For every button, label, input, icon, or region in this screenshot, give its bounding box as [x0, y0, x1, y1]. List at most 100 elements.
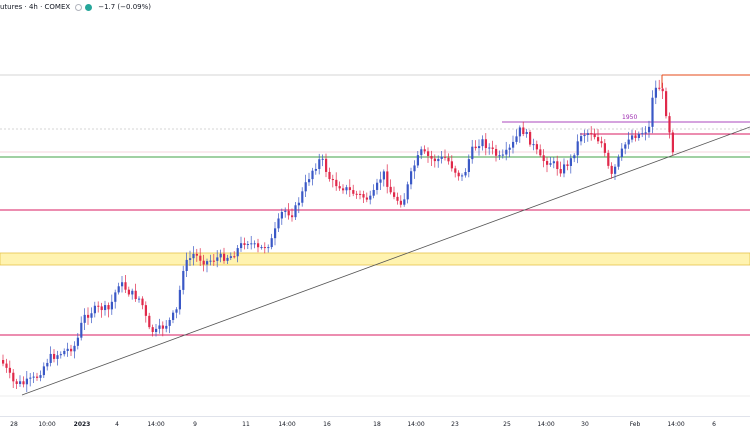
candle-up — [552, 161, 555, 164]
x-tick-label: 14:00 — [667, 421, 685, 428]
candle-down — [454, 168, 457, 173]
candle-down — [359, 193, 362, 195]
time-axis[interactable]: 28 10:00 2023 4 14:00 9 11 14:00 16 18 14:00 23 25 14… — [0, 416, 750, 430]
candle-down — [291, 215, 294, 218]
candle-up — [318, 159, 321, 169]
candle-down — [362, 194, 365, 198]
candle-down — [393, 192, 396, 197]
candle-down — [100, 306, 103, 311]
candle-up — [481, 139, 484, 147]
candle-down — [243, 243, 246, 245]
candle-down — [202, 260, 205, 265]
candle-up — [59, 354, 62, 356]
candle-up — [549, 163, 552, 165]
candle-up — [189, 258, 192, 260]
candle-up — [270, 238, 273, 248]
candle-up — [155, 328, 158, 333]
candle-up — [240, 243, 243, 249]
candle-up — [304, 182, 307, 192]
candle-down — [53, 353, 56, 359]
candle-down — [607, 152, 610, 166]
candle-up — [73, 345, 76, 352]
candle-down — [257, 243, 260, 248]
candle-up — [614, 166, 617, 174]
candle-down — [535, 144, 538, 150]
candle-up — [226, 257, 229, 261]
candle-up — [168, 319, 171, 326]
candle-up — [512, 141, 515, 148]
candle-down — [148, 315, 151, 328]
candle-up — [641, 133, 644, 135]
candle-down — [593, 134, 596, 138]
candle-up — [437, 158, 440, 162]
candle-down — [144, 305, 147, 316]
candle-up — [471, 146, 474, 160]
candle-down — [338, 186, 341, 189]
candle-down — [444, 156, 447, 158]
candle-up — [236, 248, 239, 257]
candle-up — [372, 189, 375, 196]
candle-up — [654, 87, 657, 98]
candle-down — [107, 305, 110, 310]
x-tick-label: 14:00 — [278, 421, 296, 428]
candle-up — [637, 133, 640, 138]
candle-up — [93, 305, 96, 314]
candle-down — [457, 172, 460, 177]
candle-down — [450, 161, 453, 169]
candle-up — [505, 149, 508, 155]
candle-up — [260, 247, 263, 249]
candle-up — [110, 301, 113, 310]
candle-up — [620, 148, 623, 157]
candle-down — [610, 165, 613, 174]
visibility-icon[interactable] — [75, 3, 83, 11]
candle-up — [314, 168, 317, 171]
candle-up — [114, 292, 117, 302]
candle-down — [495, 148, 498, 156]
candle-up — [508, 147, 511, 150]
candle-down — [325, 158, 328, 172]
candle-down — [36, 376, 39, 378]
candle-up — [345, 187, 348, 191]
candle-up — [90, 313, 93, 318]
candle-down — [8, 367, 11, 373]
candle-up — [403, 199, 406, 205]
candle-up — [284, 210, 287, 212]
candle-up — [216, 257, 219, 261]
candle-up — [172, 312, 175, 320]
candle-up — [461, 175, 464, 177]
candle-down — [634, 135, 637, 138]
candle-down — [87, 314, 90, 318]
candle-down — [15, 381, 18, 384]
candle-down — [389, 186, 392, 193]
candle-down — [263, 247, 266, 249]
price-chart[interactable] — [0, 0, 750, 416]
candle-up — [49, 353, 52, 363]
candle-down — [97, 305, 100, 307]
candle-down — [70, 348, 73, 352]
candle-down — [386, 171, 389, 187]
candle-down — [603, 143, 606, 153]
candle-up — [39, 375, 42, 378]
x-tick-label: Feb — [629, 421, 641, 428]
support-zone — [0, 252, 750, 266]
candle-up — [209, 260, 212, 262]
candle-down — [161, 325, 164, 329]
candle-up — [297, 202, 300, 206]
candle-down — [328, 171, 331, 180]
candle-up — [83, 314, 86, 323]
candle-down — [22, 381, 25, 385]
candle-up — [478, 146, 481, 149]
trendline — [21, 126, 750, 396]
x-tick-label: 14:00 — [537, 421, 555, 428]
x-tick-label: 14:00 — [407, 421, 425, 428]
candle-up — [651, 97, 654, 127]
candle-down — [522, 127, 525, 135]
candle-up — [301, 191, 304, 203]
candle-down — [2, 360, 5, 364]
candle-down — [447, 157, 450, 162]
candle-up — [56, 355, 59, 359]
candle-up — [413, 165, 416, 172]
candle-up — [19, 381, 22, 384]
candle-up — [158, 325, 161, 329]
candle-down — [365, 197, 368, 200]
